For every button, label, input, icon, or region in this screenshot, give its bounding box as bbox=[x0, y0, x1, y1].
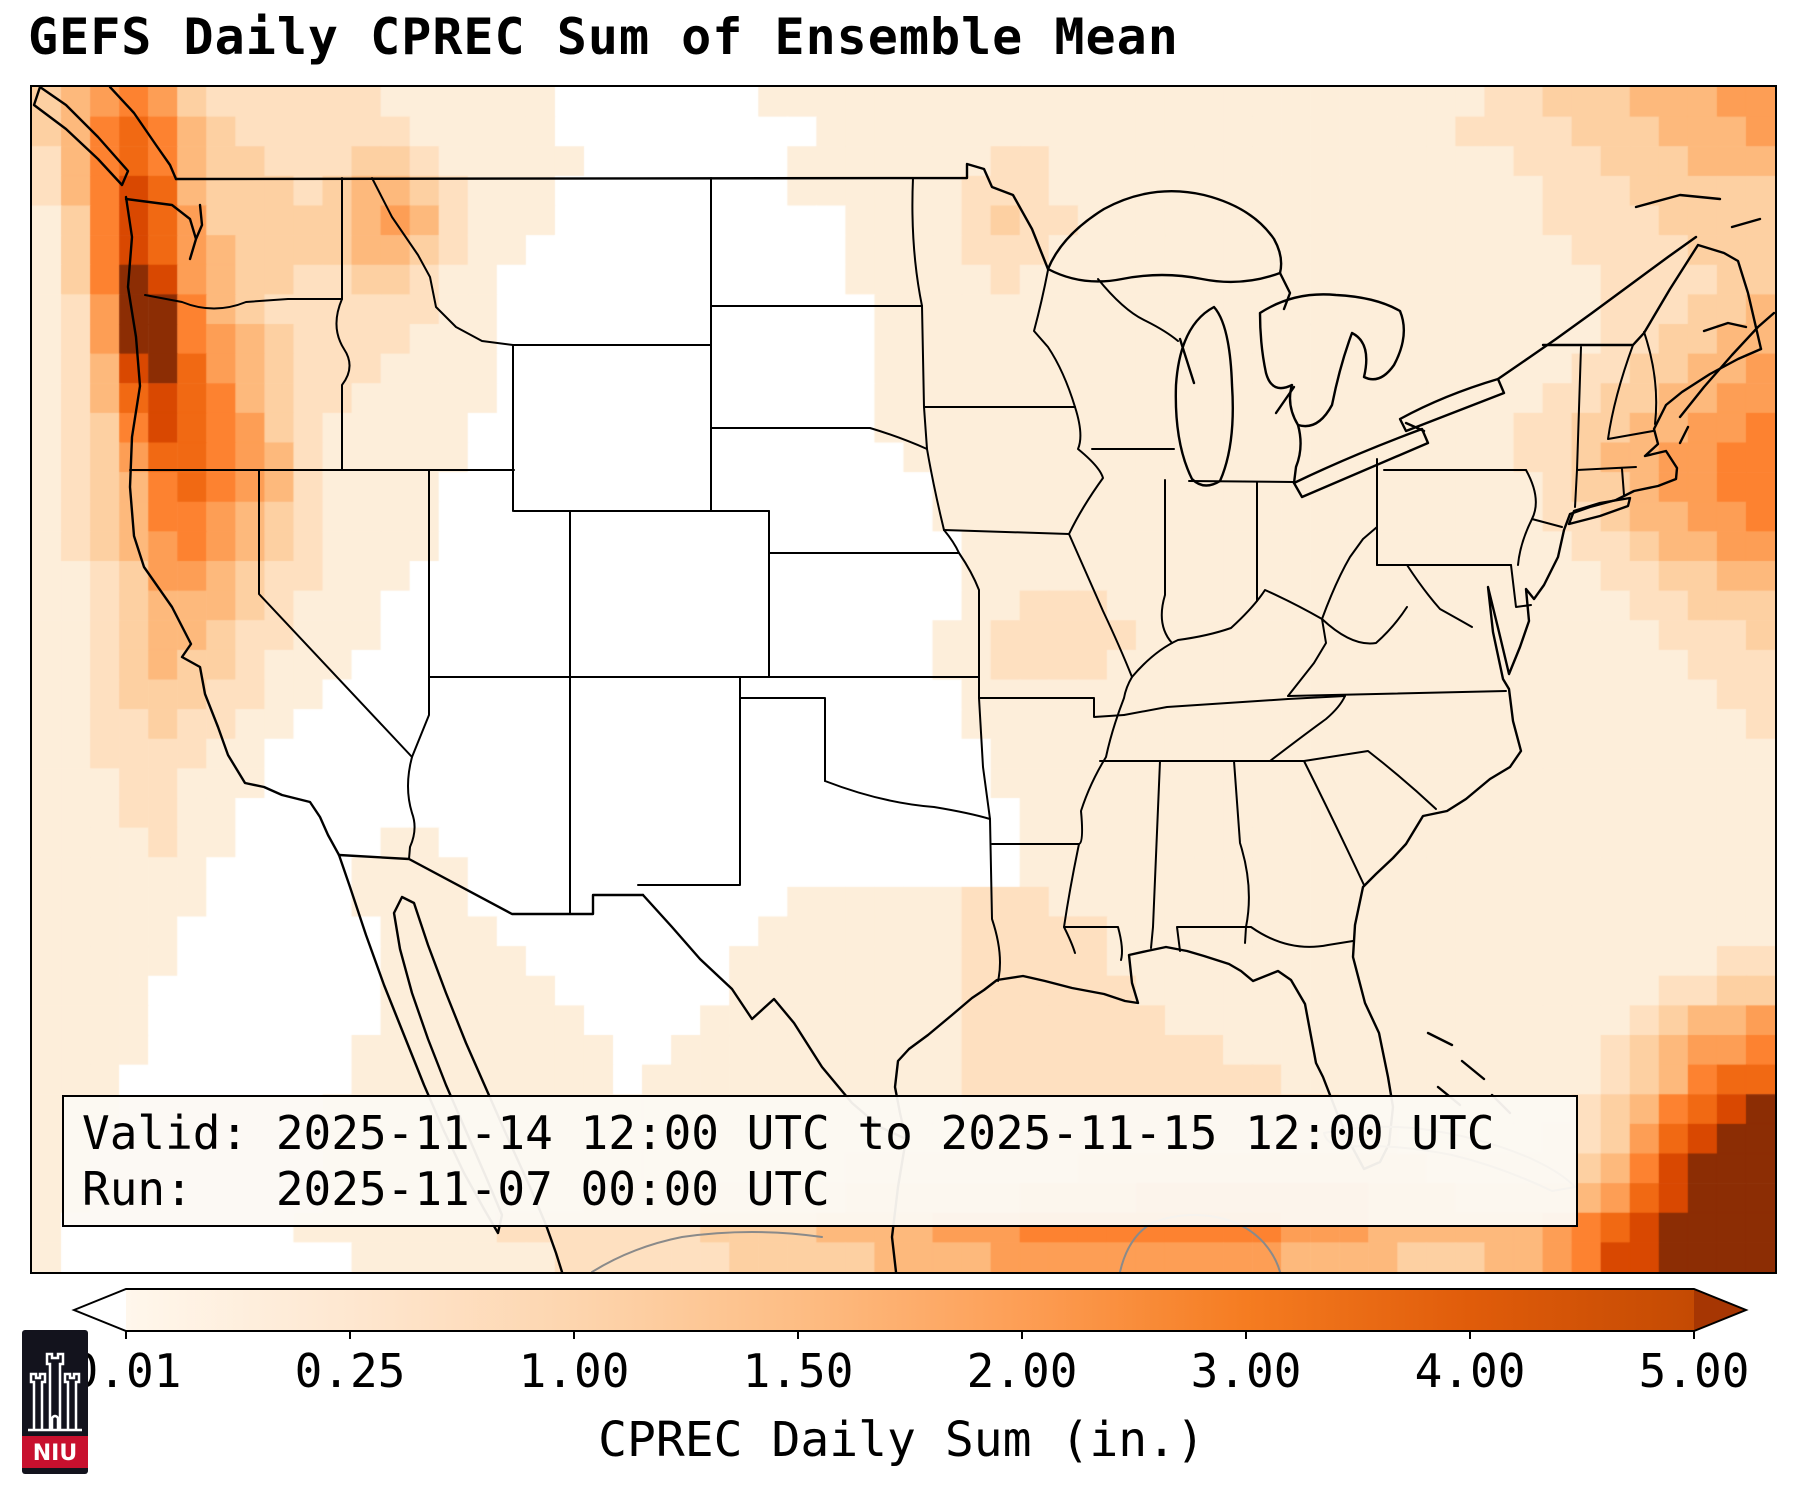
colorbar-tick-label: 1.00 bbox=[518, 1344, 630, 1398]
niu-logo: NIU bbox=[22, 1330, 88, 1474]
colorbar-tick-label: 3.00 bbox=[1190, 1344, 1302, 1398]
colorbar-tick-label: 0.01 bbox=[70, 1344, 182, 1398]
colorbar-tick-label: 1.50 bbox=[742, 1344, 854, 1398]
colorbar-under-arrow bbox=[74, 1289, 126, 1331]
colorbar-tick-labels: 0.01 0.25 1.00 1.50 2.00 3.00 4.00 5.00 bbox=[70, 1344, 1750, 1402]
castle-glyph bbox=[28, 1352, 82, 1432]
page-title: GEFS Daily CPREC Sum of Ensemble Mean bbox=[28, 8, 1179, 66]
colorbar bbox=[71, 1288, 1749, 1339]
run-line: Run: 2025-11-07 00:00 UTC bbox=[82, 1162, 830, 1216]
logo-red-band bbox=[22, 1436, 88, 1468]
colorbar-tick-label: 5.00 bbox=[1638, 1344, 1750, 1398]
colorbar-axis-label: CPREC Daily Sum (in.) bbox=[598, 1412, 1205, 1468]
valid-run-info-box: Valid: 2025-11-14 12:00 UTC to 2025-11-1… bbox=[62, 1095, 1578, 1227]
colorbar-tick-label: 4.00 bbox=[1414, 1344, 1526, 1398]
map-frame: Valid: 2025-11-14 12:00 UTC to 2025-11-1… bbox=[30, 85, 1777, 1274]
colorbar-gradient-bar bbox=[126, 1289, 1694, 1331]
colorbar-tick-label: 0.25 bbox=[294, 1344, 406, 1398]
colorbar-over-arrow bbox=[1694, 1289, 1746, 1331]
colorbar-tick-label: 2.00 bbox=[966, 1344, 1078, 1398]
valid-line: Valid: 2025-11-14 12:00 UTC to 2025-11-1… bbox=[82, 1106, 1495, 1160]
logo-text: NIU bbox=[33, 1441, 77, 1466]
niu-castle-icon: NIU bbox=[22, 1330, 88, 1474]
